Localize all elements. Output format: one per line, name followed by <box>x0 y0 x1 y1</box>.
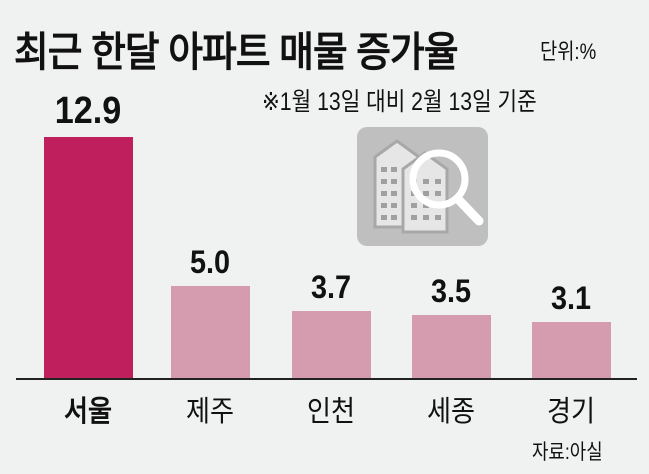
chart-subtitle: ※1월 13일 대비 2월 13일 기준 <box>262 88 537 116</box>
category-label-gyeonggi: 경기 <box>546 396 596 428</box>
apartment-search-icon <box>357 127 488 246</box>
unit-label: 단위:% <box>540 39 597 64</box>
category-label-incheon: 인천 <box>306 396 356 428</box>
bar-jeju <box>171 286 250 378</box>
value-label-seoul: 12.9 <box>54 90 122 132</box>
category-label-jeju: 제주 <box>185 396 235 428</box>
value-label-sejong: 3.5 <box>430 273 472 309</box>
bar-incheon <box>292 311 371 378</box>
bar-sejong <box>412 315 491 378</box>
bar-seoul <box>44 137 133 378</box>
source-note: 자료:아실 <box>532 441 603 464</box>
bar-gyeonggi <box>532 322 611 378</box>
value-label-jeju: 5.0 <box>189 244 231 280</box>
chart-title: 최근 한달 아파트 매물 증가율 <box>14 29 459 75</box>
value-label-incheon: 3.7 <box>310 269 352 305</box>
value-label-gyeonggi: 3.1 <box>550 280 592 316</box>
category-label-sejong: 세종 <box>426 396 476 428</box>
category-label-seoul: 서울 <box>63 396 113 428</box>
x-axis-baseline <box>16 378 637 380</box>
